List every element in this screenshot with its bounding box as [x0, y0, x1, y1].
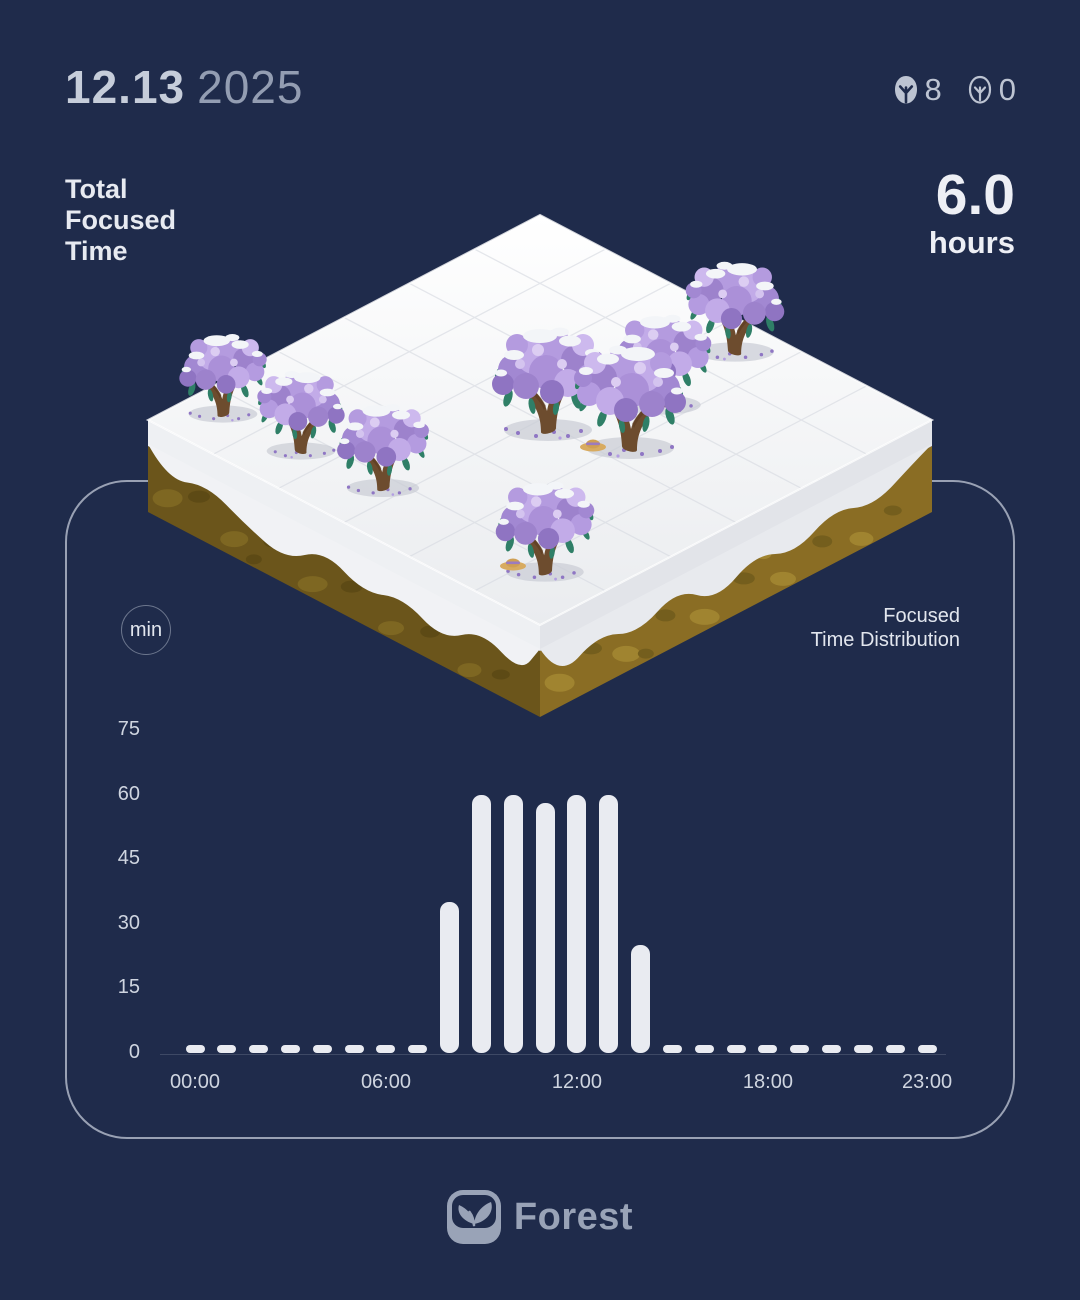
bar-hour-12 [567, 795, 587, 1053]
x-axis-label: 18:00 [742, 1071, 793, 1093]
forest-logo-icon [446, 1190, 501, 1244]
isometric-forest-plot [145, 213, 935, 717]
y-axis-label: 15 [117, 976, 140, 999]
zero-dash-hour-22 [885, 1045, 905, 1053]
zero-dash-hour-23 [917, 1045, 937, 1053]
y-axis-label: 60 [117, 782, 140, 805]
planted-count: 8 [924, 72, 942, 107]
unit-badge-min: min [121, 605, 171, 655]
date-header: 12.13 2025 [65, 60, 303, 114]
zero-dash-hour-4 [312, 1045, 332, 1053]
zero-dash-hour-3 [280, 1045, 300, 1053]
y-axis-label: 30 [117, 911, 140, 934]
x-axis-label: 06:00 [360, 1071, 411, 1093]
bar-hour-9 [471, 795, 491, 1053]
chart-title-line2: Time Distribution [810, 629, 960, 651]
total-focused-time-label: Total Focused Time [65, 174, 177, 266]
tree-outline-icon [968, 75, 992, 105]
chart-title-line1: Focused [883, 605, 960, 627]
zero-dash-hour-0 [185, 1045, 205, 1053]
brand-name: Forest [513, 1195, 634, 1238]
zero-dash-hour-16 [694, 1045, 714, 1053]
zero-dash-hour-19 [790, 1045, 810, 1053]
y-axis-label: 0 [128, 1041, 140, 1063]
zero-dash-hour-18 [758, 1045, 778, 1053]
chart-title: Focused Time Distribution [811, 604, 960, 652]
y-axis-label: 45 [117, 847, 140, 870]
y-axis-label: 75 [117, 718, 140, 740]
withered-counter: 0 [968, 72, 1016, 108]
zero-dash-hour-15 [662, 1045, 682, 1053]
bar-hour-14 [631, 945, 651, 1053]
bar-hour-11 [535, 803, 555, 1053]
date-month-day: 12.13 [65, 61, 186, 113]
tree-filled-icon [894, 75, 918, 105]
total-focused-time-value: 6.0 hours [929, 166, 1015, 262]
withered-count: 0 [998, 72, 1016, 107]
zero-dash-hour-1 [217, 1045, 237, 1053]
bar-hour-8 [440, 902, 460, 1053]
bar-hour-13 [599, 795, 619, 1053]
zero-dash-hour-17 [726, 1045, 746, 1053]
footer-brand: Forest [0, 1190, 1080, 1244]
zero-dash-hour-20 [822, 1045, 842, 1053]
zero-dash-hour-21 [853, 1045, 873, 1053]
zero-dash-hour-6 [376, 1045, 396, 1053]
zero-dash-hour-2 [249, 1045, 269, 1053]
zero-dash-hour-7 [408, 1045, 428, 1053]
x-axis-label: 00:00 [169, 1071, 221, 1093]
bar-hour-10 [503, 795, 523, 1053]
zero-dash-hour-5 [344, 1045, 364, 1053]
tree-counters: 8 0 [894, 72, 1016, 108]
total-hours-unit: hours [928, 225, 1015, 260]
x-axis-label: 12:00 [551, 1071, 602, 1093]
chart-baseline [160, 1054, 946, 1055]
x-axis-label: 23:00 [902, 1071, 953, 1093]
date-year: 2025 [197, 61, 304, 113]
total-hours-number: 6.0 [935, 163, 1015, 227]
planted-counter: 8 [894, 72, 942, 108]
